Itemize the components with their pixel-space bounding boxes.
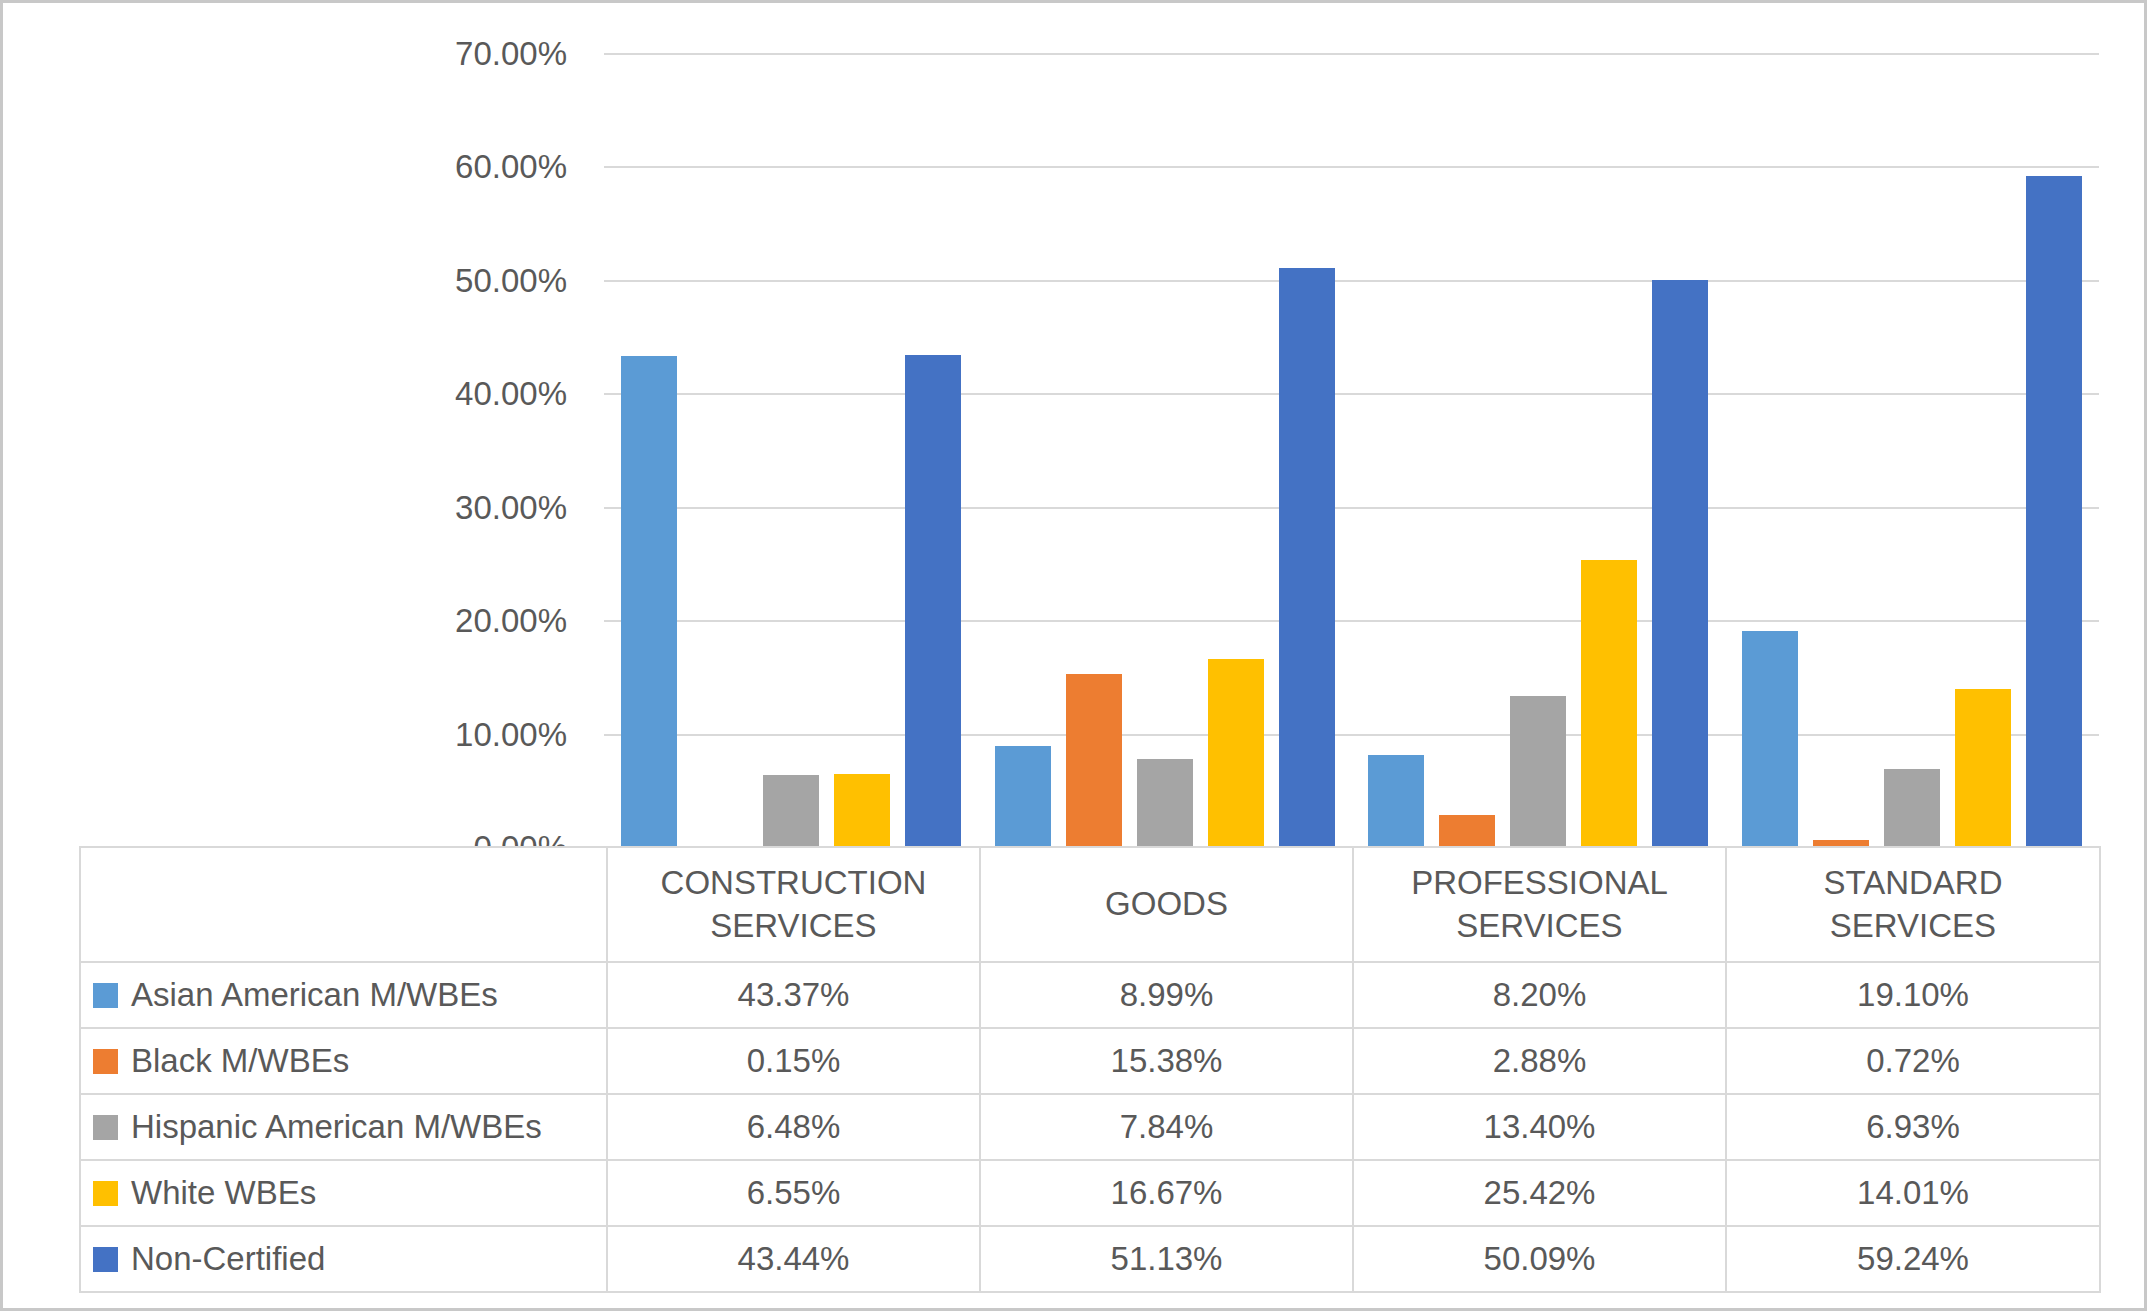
value-cell: 50.09% xyxy=(1353,1226,1726,1292)
value-cell: 6.48% xyxy=(607,1094,980,1160)
y-tick-label: 10.00% xyxy=(3,713,567,757)
bar xyxy=(2026,176,2082,848)
bar-groups xyxy=(604,3,2099,848)
legend-label: White WBEs xyxy=(131,1174,316,1212)
value-cell: 0.15% xyxy=(607,1028,980,1094)
plot-area xyxy=(604,3,2099,851)
category-header-cell: GOODS xyxy=(980,847,1353,962)
bar-group xyxy=(604,3,978,848)
y-tick-label: 50.00% xyxy=(3,259,567,303)
bar xyxy=(834,774,890,848)
bar xyxy=(1884,769,1940,848)
value-cell: 13.40% xyxy=(1353,1094,1726,1160)
y-tick-label: 60.00% xyxy=(3,145,567,189)
table-row: Hispanic American M/WBEs 6.48%7.84%13.40%… xyxy=(80,1094,2100,1160)
bar-group xyxy=(1352,3,1726,848)
bar xyxy=(1581,560,1637,848)
bar xyxy=(1208,659,1264,848)
value-cell: 59.24% xyxy=(1726,1226,2100,1292)
value-cell: 14.01% xyxy=(1726,1160,2100,1226)
legend-swatch xyxy=(93,983,118,1008)
value-cell: 15.38% xyxy=(980,1028,1353,1094)
category-label: PROFESSIONAL SERVICES xyxy=(1390,862,1690,946)
legend-cell: Black M/WBEs xyxy=(80,1028,607,1094)
bar xyxy=(763,775,819,849)
bar xyxy=(621,356,677,848)
table-row: Black M/WBEs 0.15%15.38%2.88%0.72% xyxy=(80,1028,2100,1094)
legend-cell: Hispanic American M/WBEs xyxy=(80,1094,607,1160)
legend-label: Non-Certified xyxy=(131,1240,325,1278)
value-cell: 6.55% xyxy=(607,1160,980,1226)
value-cell: 19.10% xyxy=(1726,962,2100,1028)
category-header-cell: STANDARD SERVICES xyxy=(1726,847,2100,962)
bar xyxy=(1652,280,1708,848)
legend-cell: White WBEs xyxy=(80,1160,607,1226)
value-cell: 43.44% xyxy=(607,1226,980,1292)
bar xyxy=(1510,696,1566,848)
table-row: Non-Certified 43.44%51.13%50.09%59.24% xyxy=(80,1226,2100,1292)
legend-swatch xyxy=(93,1247,118,1272)
bar xyxy=(1368,755,1424,848)
legend-swatch xyxy=(93,1049,118,1074)
y-axis-labels: 0.00%10.00%20.00%30.00%40.00%50.00%60.00… xyxy=(3,3,577,883)
legend-swatch xyxy=(93,1115,118,1140)
bar xyxy=(1742,631,1798,848)
legend-label: Hispanic American M/WBEs xyxy=(131,1108,542,1146)
value-cell: 0.72% xyxy=(1726,1028,2100,1094)
category-header-cell: CONSTRUCTION SERVICES xyxy=(607,847,980,962)
value-cell: 7.84% xyxy=(980,1094,1353,1160)
value-cell: 8.99% xyxy=(980,962,1353,1028)
category-header-cell: PROFESSIONAL SERVICES xyxy=(1353,847,1726,962)
bar xyxy=(1955,689,2011,848)
y-tick-label: 20.00% xyxy=(3,599,567,643)
value-cell: 2.88% xyxy=(1353,1028,1726,1094)
legend-label: Asian American M/WBEs xyxy=(131,976,498,1014)
value-cell: 43.37% xyxy=(607,962,980,1028)
bar xyxy=(1066,674,1122,849)
bar xyxy=(995,746,1051,848)
y-tick-label: 40.00% xyxy=(3,372,567,416)
data-table: CONSTRUCTION SERVICES GOODS PROFESSIONAL S… xyxy=(79,846,2101,1293)
bar xyxy=(1439,815,1495,848)
bar-group xyxy=(978,3,1352,848)
bar xyxy=(905,355,961,848)
legend-cell: Asian American M/WBEs xyxy=(80,962,607,1028)
table-row: Asian American M/WBEs 43.37%8.99%8.20%19.… xyxy=(80,962,2100,1028)
y-tick-label: 70.00% xyxy=(3,32,567,76)
legend-label: Black M/WBEs xyxy=(131,1042,349,1080)
table-corner-cell xyxy=(80,847,607,962)
legend-swatch xyxy=(93,1181,118,1206)
y-tick-label: 30.00% xyxy=(3,486,567,530)
value-cell: 51.13% xyxy=(980,1226,1353,1292)
category-label: CONSTRUCTION SERVICES xyxy=(644,862,944,946)
bar xyxy=(1137,759,1193,848)
value-cell: 6.93% xyxy=(1726,1094,2100,1160)
bar-group xyxy=(1725,3,2099,848)
category-header-row: CONSTRUCTION SERVICES GOODS PROFESSIONAL S… xyxy=(80,847,2100,962)
category-label: STANDARD SERVICES xyxy=(1763,862,2063,946)
category-label: GOODS xyxy=(1017,883,1317,925)
value-cell: 16.67% xyxy=(980,1160,1353,1226)
bar xyxy=(1279,268,1335,848)
table-row: White WBEs 6.55%16.67%25.42%14.01% xyxy=(80,1160,2100,1226)
value-cell: 8.20% xyxy=(1353,962,1726,1028)
legend-cell: Non-Certified xyxy=(80,1226,607,1292)
value-cell: 25.42% xyxy=(1353,1160,1726,1226)
chart-canvas: 0.00%10.00%20.00%30.00%40.00%50.00%60.00… xyxy=(0,0,2147,1311)
